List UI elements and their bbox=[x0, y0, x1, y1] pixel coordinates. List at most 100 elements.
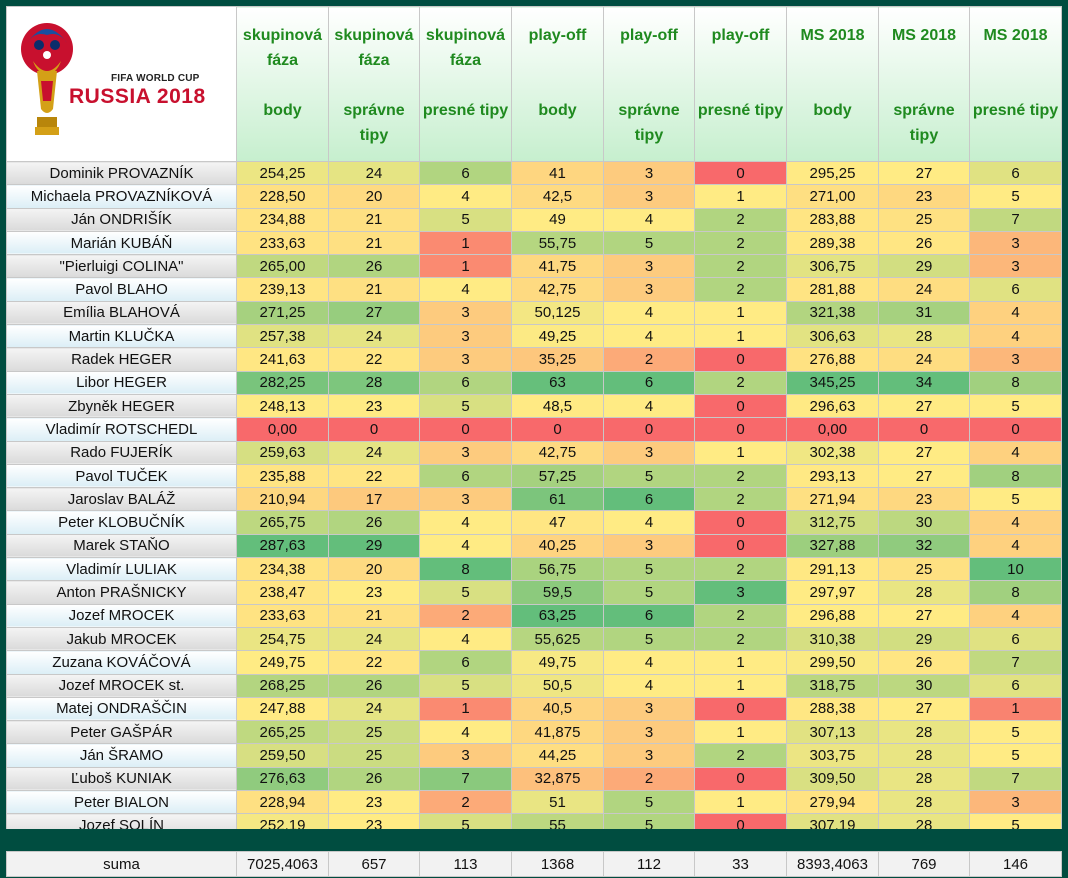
player-name: Peter BIALON bbox=[6, 790, 237, 815]
score-cell: 271,25 bbox=[236, 300, 329, 326]
score-cell: 4 bbox=[603, 510, 695, 535]
table-row: Pavol BLAHO 239,13 21 4 42,75 3 2 281,88 24 6 bbox=[6, 277, 1062, 302]
score-cell: 23 bbox=[328, 393, 420, 419]
player-name: Peter KLOBUČNÍK bbox=[6, 510, 237, 535]
score-cell: 288,38 bbox=[786, 696, 879, 722]
score-cell: 1 bbox=[694, 184, 787, 209]
score-cell: 0,00 bbox=[236, 417, 329, 442]
score-cell: 3 bbox=[603, 720, 695, 745]
footer-band bbox=[6, 829, 1064, 850]
score-cell: 27 bbox=[878, 696, 970, 722]
score-cell: 1 bbox=[419, 696, 512, 722]
player-name: Marek STAŇO bbox=[6, 533, 237, 559]
score-cell: 1 bbox=[419, 254, 512, 279]
player-name: Radek HEGER bbox=[6, 347, 237, 372]
table-row: Matej ONDRAŠČIN 247,88 24 1 40,5 3 0 288,38 27 1 bbox=[6, 696, 1062, 722]
score-cell: 7 bbox=[969, 766, 1062, 792]
score-cell: 241,63 bbox=[236, 347, 329, 372]
score-cell: 21 bbox=[328, 277, 420, 302]
sum-label: suma bbox=[6, 851, 237, 877]
score-cell: 5 bbox=[603, 230, 695, 256]
score-cell: 21 bbox=[328, 230, 420, 256]
score-cell: 10 bbox=[969, 557, 1062, 582]
header-l3: správne tipy bbox=[893, 102, 955, 144]
score-cell: 295,25 bbox=[786, 160, 879, 186]
score-cell: 4 bbox=[419, 277, 512, 302]
score-cell: 1 bbox=[969, 696, 1062, 722]
logo-line2: RUSSIA 2018 bbox=[69, 85, 206, 108]
score-cell: 2 bbox=[694, 626, 787, 652]
score-cell: 0 bbox=[694, 766, 787, 792]
sum-cell: 769 bbox=[878, 851, 970, 877]
column-header: MS 2018 presné tipy bbox=[969, 6, 1062, 162]
score-table: FIFA WORLD CUP RUSSIA 2018 skupinová fáza… bbox=[6, 6, 1062, 838]
score-cell: 28 bbox=[878, 743, 970, 768]
score-cell: 3 bbox=[419, 487, 512, 512]
score-cell: 239,13 bbox=[236, 277, 329, 302]
score-cell: 47 bbox=[511, 510, 604, 535]
score-cell: 24 bbox=[878, 347, 970, 372]
score-cell: 3 bbox=[603, 254, 695, 279]
score-cell: 6 bbox=[419, 370, 512, 395]
score-cell: 3 bbox=[603, 696, 695, 722]
score-cell: 303,75 bbox=[786, 743, 879, 768]
score-cell: 5 bbox=[419, 207, 512, 232]
column-header: skupinová fáza presné tipy bbox=[419, 6, 512, 162]
score-cell: 32,875 bbox=[511, 766, 604, 792]
score-cell: 1 bbox=[694, 790, 787, 815]
header-l3: presné tipy bbox=[972, 102, 1059, 119]
score-cell: 0 bbox=[694, 533, 787, 559]
score-cell: 297,97 bbox=[786, 580, 879, 605]
score-cell: 4 bbox=[419, 510, 512, 535]
sum-cell: 657 bbox=[328, 851, 420, 877]
table-row: Vladimír LULIAK 234,38 20 8 56,75 5 2 291,13 25 1… bbox=[6, 557, 1062, 582]
column-header: MS 2018 správne tipy bbox=[878, 6, 970, 162]
score-cell: 29 bbox=[878, 254, 970, 279]
score-cell: 228,94 bbox=[236, 790, 329, 815]
header-l1: skupinová bbox=[425, 27, 506, 44]
score-cell: 27 bbox=[878, 603, 970, 628]
player-name: Jakub MROCEK bbox=[6, 626, 237, 652]
score-cell: 28 bbox=[878, 766, 970, 792]
score-cell: 265,00 bbox=[236, 254, 329, 279]
table-row: Ján ŠRAMO 259,50 25 3 44,25 3 2 303,75 28 5 bbox=[6, 743, 1062, 768]
score-cell: 48,5 bbox=[511, 393, 604, 419]
score-cell: 55,625 bbox=[511, 626, 604, 652]
score-cell: 3 bbox=[694, 580, 787, 605]
score-cell: 310,38 bbox=[786, 626, 879, 652]
score-cell: 22 bbox=[328, 347, 420, 372]
score-cell: 8 bbox=[969, 580, 1062, 605]
score-cell: 210,94 bbox=[236, 487, 329, 512]
score-cell: 26 bbox=[328, 766, 420, 792]
score-cell: 6 bbox=[603, 487, 695, 512]
score-cell: 5 bbox=[969, 743, 1062, 768]
score-cell: 0 bbox=[694, 393, 787, 419]
score-cell: 1 bbox=[694, 300, 787, 326]
score-cell: 4 bbox=[969, 300, 1062, 326]
score-cell: 49 bbox=[511, 207, 604, 232]
score-cell: 2 bbox=[694, 230, 787, 256]
score-cell: 0 bbox=[328, 417, 420, 442]
score-cell: 1 bbox=[419, 230, 512, 256]
header-l2: fáza bbox=[449, 52, 482, 69]
score-cell: 265,25 bbox=[236, 720, 329, 745]
score-cell: 24 bbox=[328, 440, 420, 465]
score-cell: 4 bbox=[969, 510, 1062, 535]
header-l3: presné tipy bbox=[422, 102, 509, 119]
score-cell: 25 bbox=[878, 207, 970, 232]
score-cell: 276,63 bbox=[236, 766, 329, 792]
header-l1: skupinová bbox=[242, 27, 323, 44]
score-cell: 2 bbox=[694, 370, 787, 395]
score-cell: 4 bbox=[969, 533, 1062, 559]
player-name: Vladimír ROTSCHEDL bbox=[6, 417, 237, 442]
column-header: skupinová fáza body bbox=[236, 6, 329, 162]
score-cell: 55,75 bbox=[511, 230, 604, 256]
score-cell: 4 bbox=[419, 720, 512, 745]
score-cell: 42,75 bbox=[511, 277, 604, 302]
score-cell: 3 bbox=[969, 790, 1062, 815]
score-cell: 42,75 bbox=[511, 440, 604, 465]
player-name: Libor HEGER bbox=[6, 370, 237, 395]
score-cell: 233,63 bbox=[236, 230, 329, 256]
score-cell: 24 bbox=[328, 626, 420, 652]
score-cell: 259,50 bbox=[236, 743, 329, 768]
